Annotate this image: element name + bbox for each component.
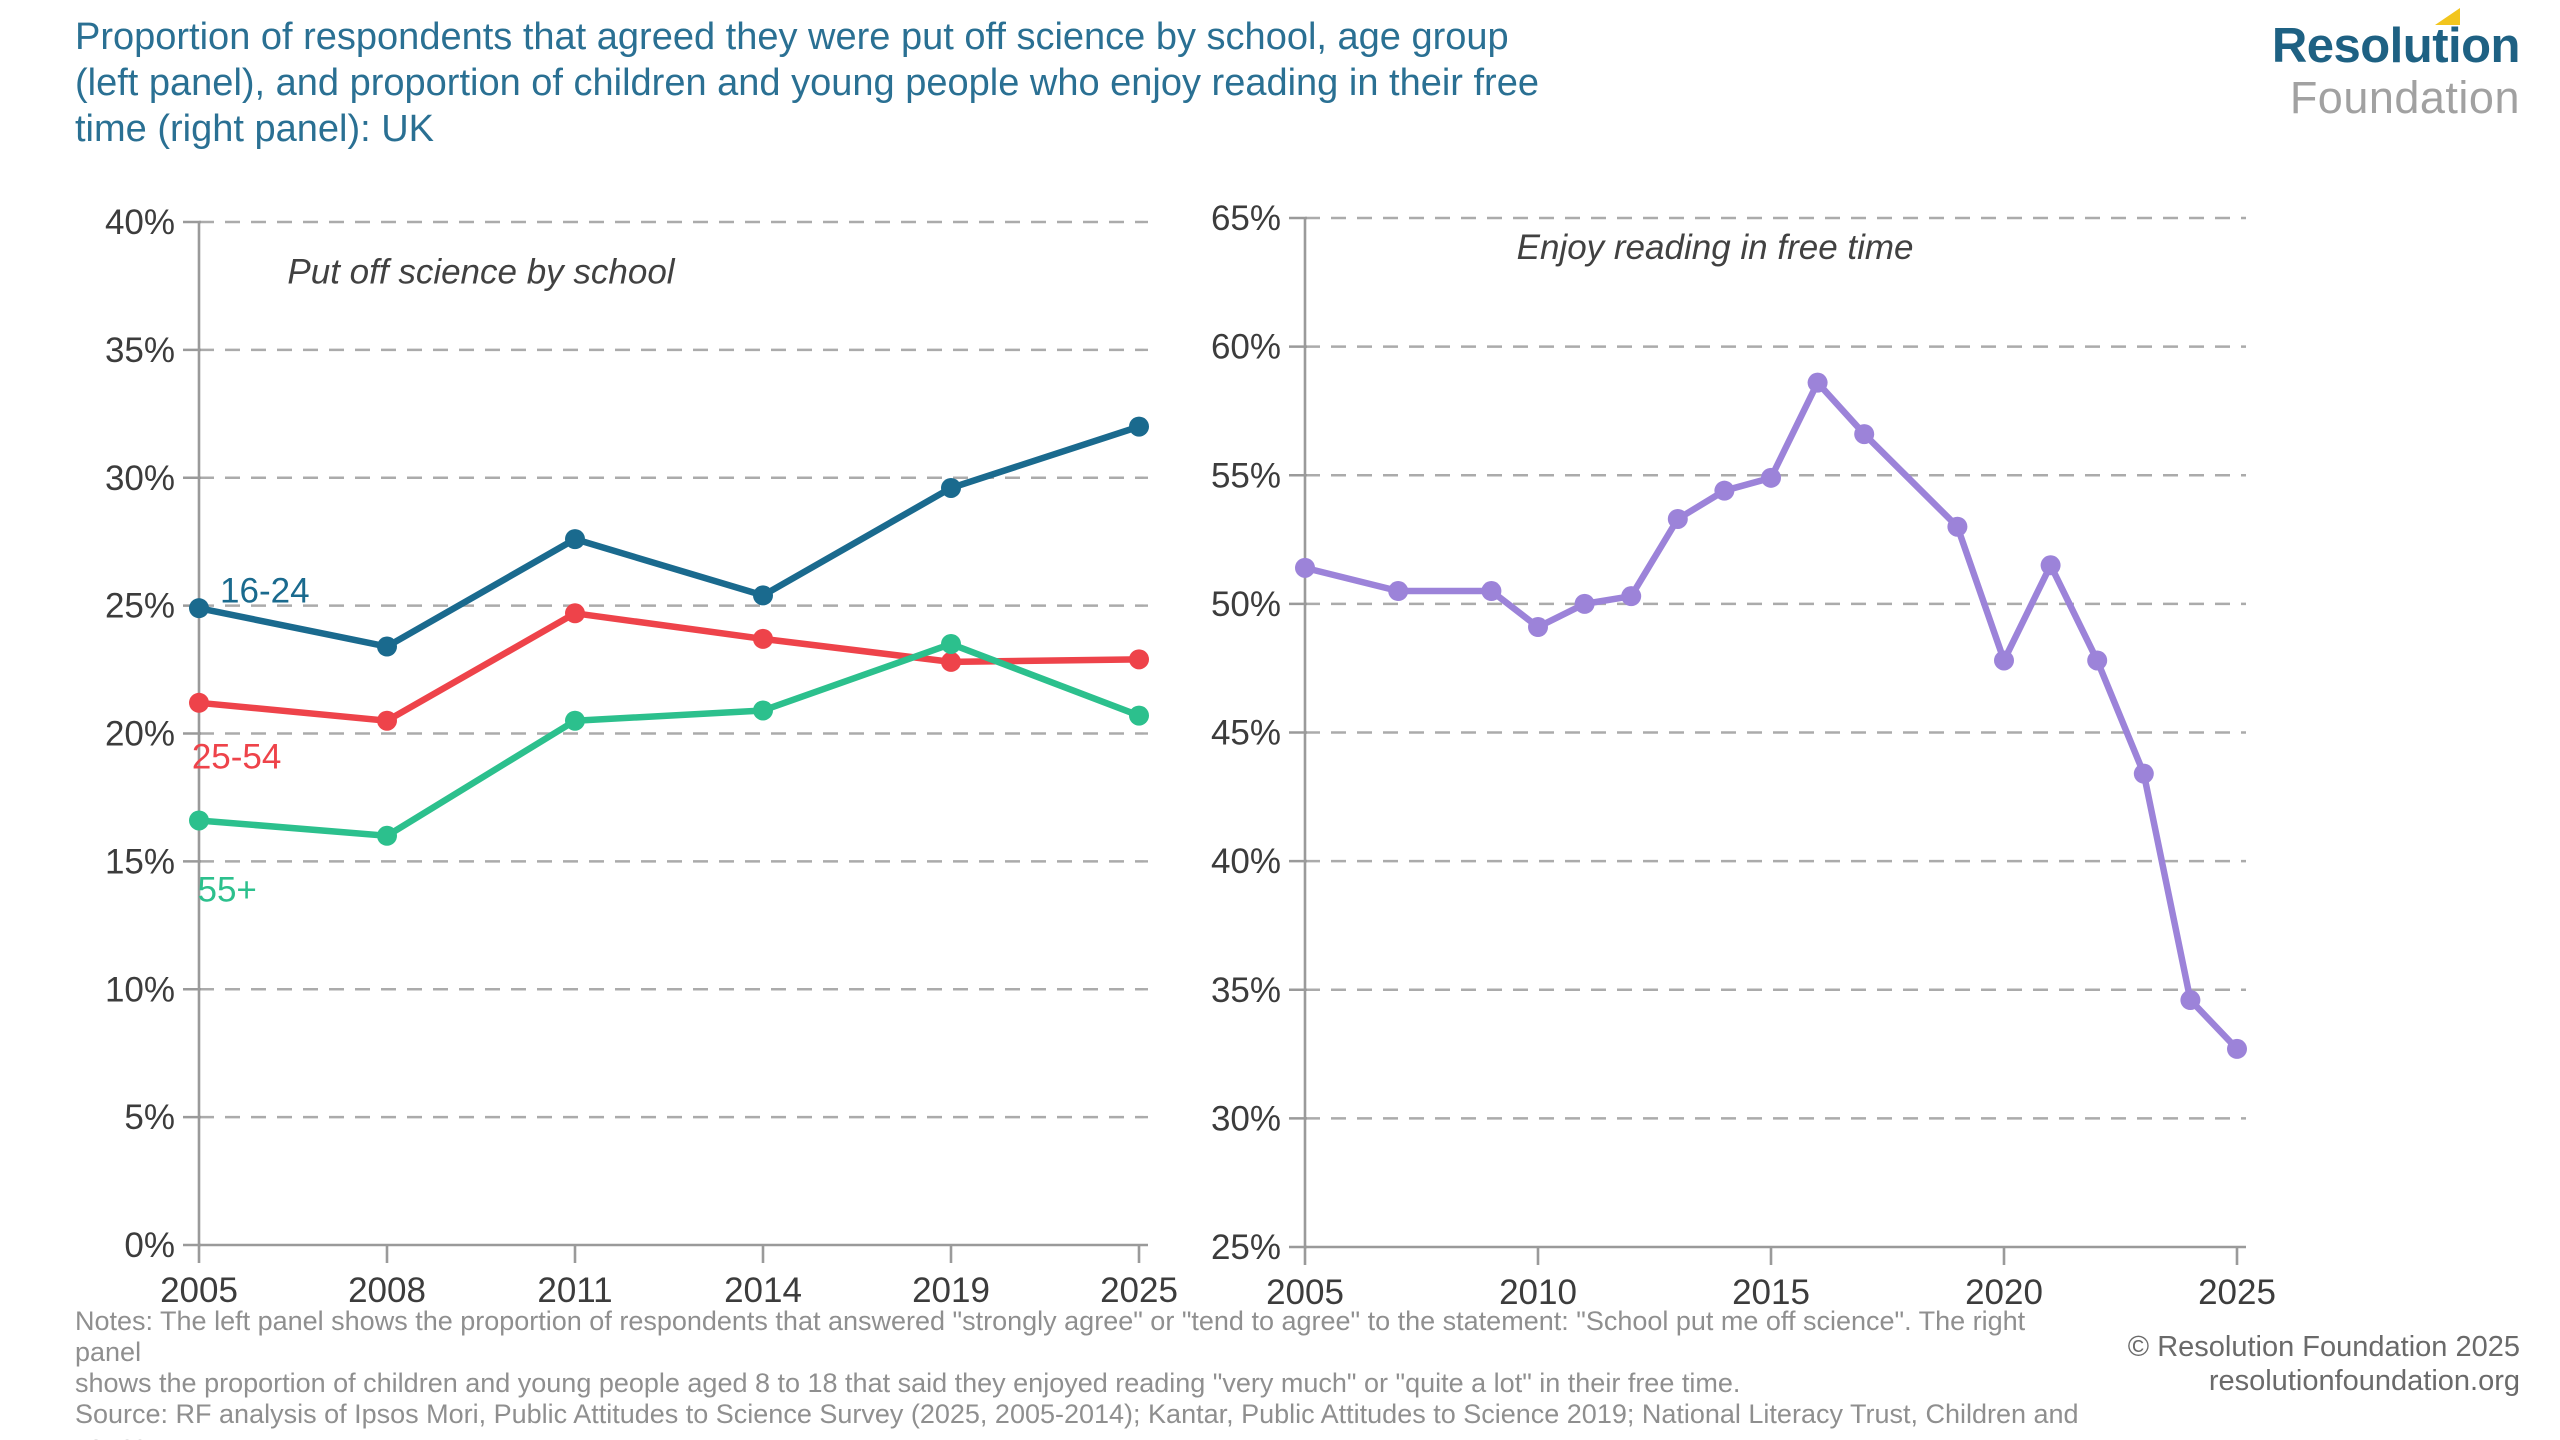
y-tick-label: 15% <box>105 842 175 881</box>
data-point-marker <box>377 636 397 657</box>
x-tick-label: 2025 <box>1100 1271 1178 1310</box>
y-tick-label: 50% <box>1211 585 1281 624</box>
logo-text-foundation: Foundation <box>2289 72 2520 123</box>
data-point-marker <box>941 633 961 654</box>
data-point-marker <box>1129 416 1149 437</box>
series-label: 25-54 <box>192 738 282 777</box>
y-tick-label: 20% <box>105 715 175 754</box>
x-tick-label: 2005 <box>1266 1273 1344 1312</box>
data-point-marker <box>377 710 397 731</box>
y-tick-label: 10% <box>105 970 175 1009</box>
x-tick-label: 2025 <box>2198 1273 2276 1312</box>
logo-word-resolution: Resolution <box>2271 8 2521 73</box>
data-point-marker <box>1574 593 1595 614</box>
y-tick-label: 30% <box>1211 1099 1281 1138</box>
data-point-marker <box>1854 424 1875 445</box>
x-tick-label: 2019 <box>912 1271 990 1310</box>
logo-text-resolution: Resolution <box>2271 19 2521 73</box>
panel-title: Enjoy reading in free time <box>1517 228 1914 267</box>
panel-right: 25% 30% 35% 40% 45% 50% 55% 60% 65% 2005 2010 2015 2… <box>1211 199 2276 1312</box>
data-point-marker <box>189 598 209 619</box>
data-point-marker <box>753 628 773 649</box>
data-point-marker <box>1129 649 1149 670</box>
series-line <box>195 640 1143 840</box>
series-line <box>195 610 1143 724</box>
x-tick-label: 2011 <box>537 1271 612 1310</box>
data-point-marker <box>1994 650 2014 671</box>
data-point-marker <box>565 710 585 731</box>
y-tick-label: 45% <box>1211 714 1281 753</box>
data-point-marker <box>941 651 961 672</box>
data-point-marker <box>1388 581 1409 602</box>
y-tick-label: 40% <box>1211 842 1281 881</box>
data-point-marker <box>1481 581 1502 602</box>
data-point-marker <box>1714 480 1735 501</box>
panel-title: Put off science by school <box>287 252 675 291</box>
y-tick-label: 60% <box>1211 328 1281 367</box>
data-point-marker <box>189 810 209 831</box>
y-tick-label: 0% <box>124 1226 175 1265</box>
data-point-marker <box>1621 586 1642 607</box>
data-point-marker <box>2040 555 2061 576</box>
series-line <box>195 423 1143 650</box>
copyright-block: © Resolution Foundation 2025 resolutionf… <box>2128 1330 2520 1398</box>
page-title: Proportion of respondents that agreed th… <box>75 16 1539 150</box>
series-label: 16-24 <box>220 571 310 610</box>
data-point-marker <box>941 477 961 498</box>
data-point-marker <box>1807 372 1828 393</box>
data-point-marker <box>1129 705 1149 726</box>
data-point-marker <box>565 529 585 550</box>
y-tick-label: 30% <box>105 459 175 498</box>
copyright-text: © Resolution Foundation 2025 <box>2127 1331 2520 1363</box>
y-tick-label: 25% <box>105 587 175 626</box>
x-tick-label: 2008 <box>348 1271 426 1310</box>
x-tick-label: 2015 <box>1732 1273 1810 1312</box>
x-tick-label: 2005 <box>160 1271 238 1310</box>
data-point-marker <box>1667 508 1688 529</box>
data-point-marker <box>2227 1038 2247 1059</box>
y-tick-label: 55% <box>1211 456 1281 495</box>
data-point-marker <box>1947 516 1968 537</box>
data-point-marker <box>1295 557 1315 578</box>
y-tick-label: 35% <box>1211 971 1281 1010</box>
data-point-marker <box>565 603 585 624</box>
data-point-marker <box>377 825 397 846</box>
notes-and-source: Notes: The left panel shows the proporti… <box>75 1306 2079 1440</box>
data-point-marker <box>189 692 209 713</box>
data-point-marker <box>2133 763 2154 784</box>
x-tick-label: 2010 <box>1499 1273 1577 1312</box>
x-tick-label: 2020 <box>1965 1273 2043 1312</box>
data-point-marker <box>753 585 773 606</box>
website-text: resolutionfoundation.org <box>2208 1365 2520 1397</box>
x-tick-label: 2014 <box>724 1271 802 1310</box>
series-label: 55+ <box>198 871 257 910</box>
y-tick-label: 40% <box>105 203 175 242</box>
data-point-marker <box>1761 467 1781 488</box>
data-point-marker <box>2180 990 2201 1011</box>
panel-left: 0% 5% 10% 15% 20% 25% 30% 35% 40% 2005 2008 2011 201… <box>105 203 1178 1310</box>
data-point-marker <box>2087 650 2108 671</box>
y-tick-label: 35% <box>105 331 175 370</box>
y-tick-label: 5% <box>124 1098 175 1137</box>
data-point-marker <box>753 700 773 721</box>
data-point-marker <box>1528 617 1548 638</box>
y-tick-label: 65% <box>1211 199 1281 238</box>
y-tick-label: 25% <box>1211 1228 1281 1267</box>
resolution-foundation-logo: Resolution Foundation <box>2271 8 2521 123</box>
